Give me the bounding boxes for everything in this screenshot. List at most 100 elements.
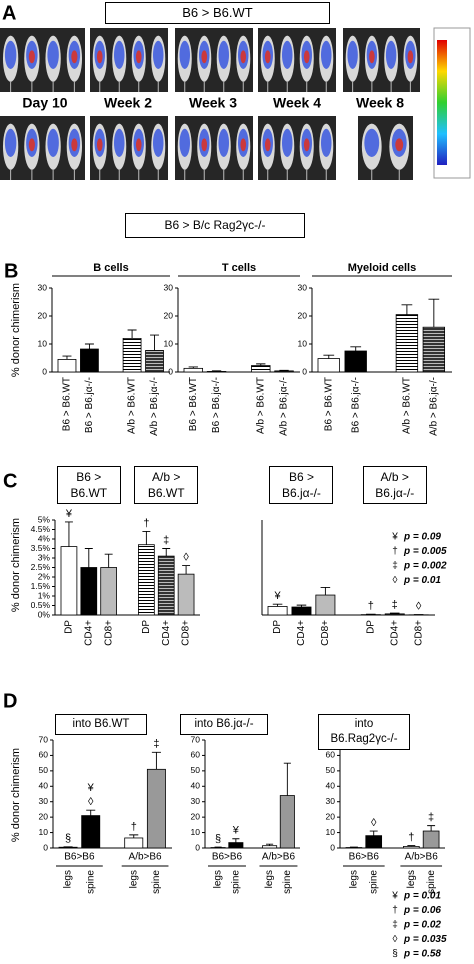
category-label: legs [406, 870, 417, 888]
bar [100, 567, 117, 616]
bar [206, 371, 227, 373]
significance-symbol: † [143, 517, 149, 529]
error-bar [272, 603, 283, 607]
category-label: DP [64, 620, 75, 634]
timepoint-label: Week 2 [104, 95, 152, 111]
signal-hot [96, 50, 103, 64]
signal [4, 40, 17, 69]
error-bar [232, 838, 240, 843]
signal [152, 128, 164, 157]
significance-symbol: ‡ [392, 599, 398, 611]
y-tick-label: 1% [38, 590, 51, 600]
error-bar [320, 587, 331, 596]
signal [385, 40, 397, 69]
signal [218, 40, 230, 69]
y-tick-label: 2.5% [31, 562, 51, 572]
bar [60, 546, 78, 616]
note-text: p = 0.01 [403, 575, 441, 586]
category-label: B6 > B6.WT [188, 377, 199, 431]
timepoint-label: Week 4 [273, 95, 321, 111]
note-symbol: ‡ [392, 920, 398, 931]
error-bar [142, 530, 151, 545]
y-tick-label: 10 [191, 827, 201, 837]
signal-hot [71, 138, 78, 152]
category-label: DP [141, 620, 152, 634]
y-tick-label: 50 [191, 765, 201, 775]
y-tick-label: 20 [191, 811, 201, 821]
chart-title: Myeloid cells [348, 262, 416, 274]
bar [177, 573, 195, 616]
group-label: B6>B6 [64, 852, 95, 863]
significance-symbol: ¥ [87, 782, 95, 794]
signal-hot [135, 50, 142, 64]
note-text: p = 0.005 [403, 546, 447, 557]
group-label: A/b>B6 [405, 852, 439, 863]
y-tick-label: 4.5% [31, 524, 51, 534]
bar [157, 555, 175, 616]
chart-title: into B6.jα-/- [180, 714, 268, 735]
category-label: legs [128, 870, 139, 888]
bar [291, 606, 312, 616]
bar [81, 815, 101, 849]
category-label: CD4+ [161, 620, 172, 646]
significance-symbol: § [65, 833, 71, 845]
error-bar [369, 830, 378, 836]
y-axis-label: % donor chimerism [10, 748, 22, 842]
group-label: B6>B6 [212, 852, 243, 863]
y-tick-label: 40 [326, 781, 336, 791]
y-tick-label: 40 [39, 781, 49, 791]
color-scale [437, 40, 447, 165]
category-label: DP [365, 620, 376, 634]
error-bar [84, 343, 94, 350]
error-bar [279, 369, 289, 371]
significance-symbol: † [131, 821, 137, 833]
y-tick-label: 0 [43, 842, 48, 852]
note-symbol: ¥ [391, 891, 398, 902]
signal [281, 40, 293, 69]
bar [422, 326, 446, 373]
error-bar [401, 304, 413, 315]
error-bar [162, 548, 171, 557]
category-label: spine [282, 870, 293, 894]
error-bar [407, 845, 416, 847]
y-tick-label: 20 [39, 811, 49, 821]
signal-hot [96, 138, 103, 152]
note-symbol: § [392, 949, 398, 960]
error-bar [256, 363, 266, 366]
bar [422, 830, 440, 849]
y-tick-label: 50 [39, 765, 49, 775]
note-symbol: ◊ [393, 575, 398, 586]
note-symbol: † [392, 546, 398, 557]
y-tick-label: 0 [42, 366, 47, 376]
top-label: B6 > B6.WT [105, 2, 330, 24]
y-tick-label: 10 [39, 827, 49, 837]
bar [146, 768, 166, 849]
bar [58, 846, 78, 849]
note-text: p = 0.01 [403, 891, 441, 902]
signal-hot [201, 138, 208, 152]
bar [228, 842, 244, 849]
y-tick-label: 4% [38, 533, 51, 543]
y-tick-label: 60 [39, 750, 49, 760]
significance-symbol: ‡ [428, 812, 434, 824]
y-tick-label: 10 [38, 338, 48, 348]
signal-hot [71, 50, 78, 64]
chart-title: into B6.Rag2γc-/- [318, 714, 410, 750]
bar [183, 367, 204, 373]
signal [4, 128, 17, 157]
error-bar [323, 354, 335, 359]
chart-title: B cells [93, 262, 128, 274]
error-bar [428, 298, 440, 328]
category-label: A/b > B6.WT [402, 377, 413, 434]
category-label: B6 > B6.jα-/- [211, 377, 222, 433]
error-bar [62, 355, 72, 360]
category-label: legs [213, 870, 224, 888]
error-bar [150, 334, 160, 351]
y-tick-label: 10 [164, 338, 174, 348]
category-label: CD8+ [103, 620, 114, 646]
bar [315, 594, 336, 616]
significance-symbol: ◊ [88, 796, 94, 808]
category-label: spine [368, 870, 379, 894]
bar [267, 606, 288, 616]
